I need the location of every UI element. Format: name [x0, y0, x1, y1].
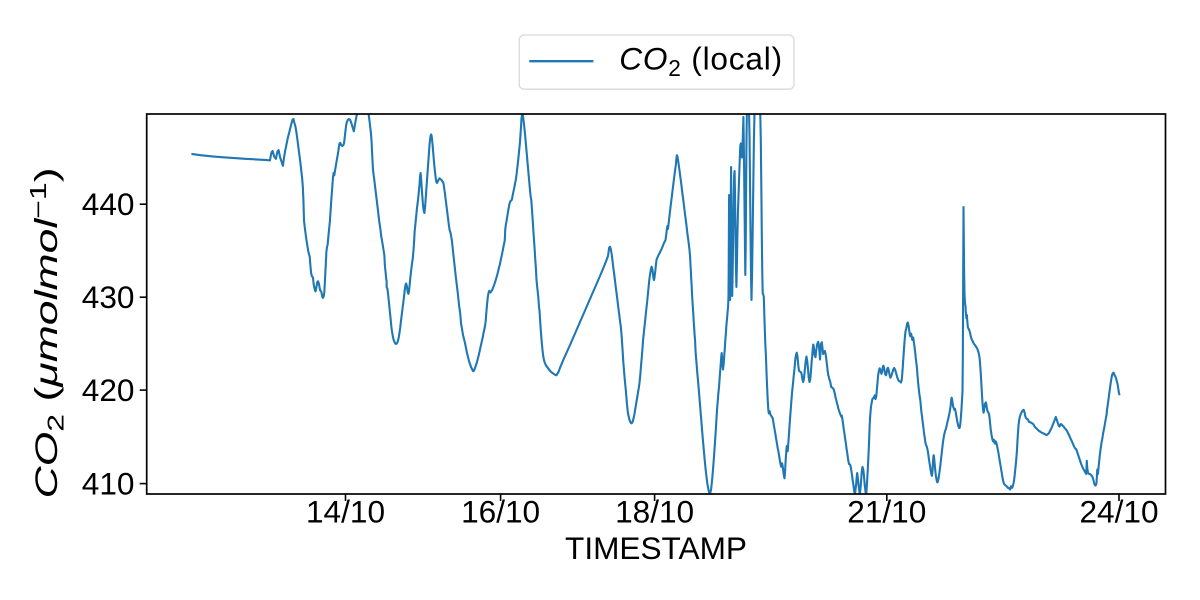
svg-text:16/10: 16/10 [461, 494, 540, 530]
svg-text:CO2 (μmolmol−1): CO2 (μmolmol−1) [26, 167, 69, 498]
svg-text:410: 410 [82, 465, 135, 501]
svg-text:24/10: 24/10 [1079, 494, 1158, 530]
svg-text:21/10: 21/10 [847, 494, 926, 530]
svg-text:CO2 (local): CO2 (local) [619, 40, 783, 81]
svg-text:14/10: 14/10 [306, 494, 385, 530]
svg-text:TIMESTAMP: TIMESTAMP [565, 530, 747, 566]
svg-text:430: 430 [82, 279, 135, 315]
svg-text:420: 420 [82, 372, 135, 408]
svg-text:18/10: 18/10 [615, 494, 694, 530]
svg-text:440: 440 [82, 186, 135, 222]
